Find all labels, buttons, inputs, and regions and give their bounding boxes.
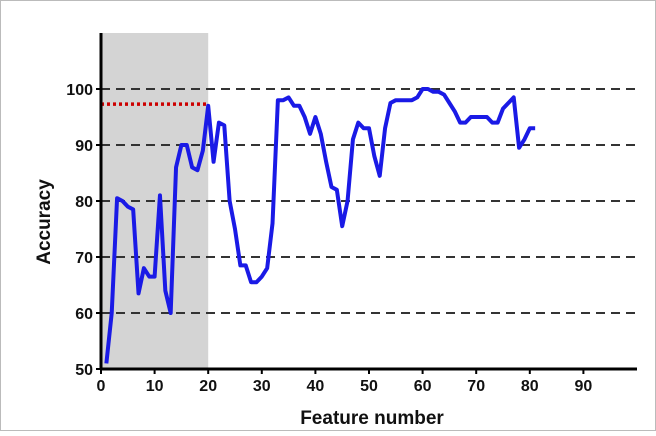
x-tick-label: 30 xyxy=(253,378,271,395)
x-tick-label: 60 xyxy=(414,378,432,395)
x-tick-label: 20 xyxy=(199,378,217,395)
x-tick-label: 10 xyxy=(146,378,164,395)
y-tick-label: 80 xyxy=(75,194,93,211)
x-tick-label: 50 xyxy=(360,378,378,395)
y-tick-label: 60 xyxy=(75,306,93,323)
x-tick-label: 0 xyxy=(97,378,106,395)
x-tick-label: 80 xyxy=(521,378,539,395)
y-tick-label: 90 xyxy=(75,138,93,155)
y-tick-label: 70 xyxy=(75,250,93,267)
line-series xyxy=(104,87,536,364)
x-tick-label: 90 xyxy=(575,378,593,395)
x-tick-label: 70 xyxy=(467,378,485,395)
y-tick-label: 100 xyxy=(66,82,93,99)
x-axis-label: Feature number xyxy=(300,408,444,429)
y-tick-label: 50 xyxy=(75,362,93,379)
x-tick-label: 40 xyxy=(307,378,325,395)
y-axis-label: Accuracy xyxy=(34,179,55,265)
